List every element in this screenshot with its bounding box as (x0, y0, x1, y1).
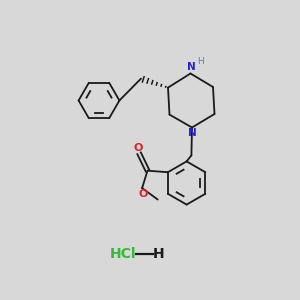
Text: H: H (153, 247, 165, 260)
Text: N: N (188, 128, 197, 139)
Text: O: O (134, 143, 143, 153)
Text: H: H (197, 57, 203, 66)
Text: N: N (187, 62, 196, 73)
Text: HCl: HCl (110, 247, 136, 260)
Text: O: O (138, 189, 147, 199)
